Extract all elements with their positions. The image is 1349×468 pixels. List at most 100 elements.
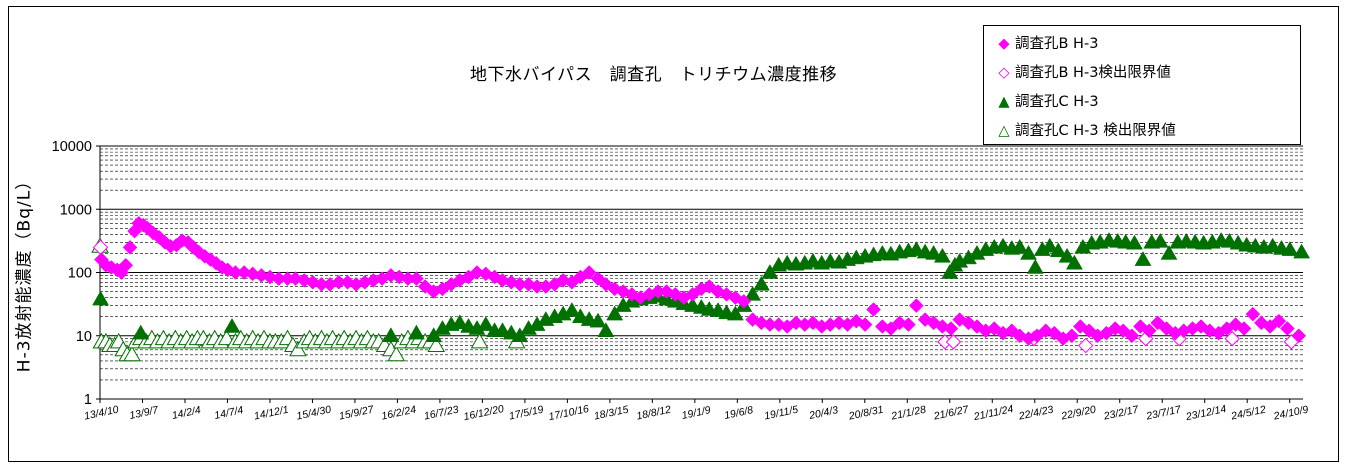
x-tick-label: 23/12/14 (1184, 403, 1228, 423)
triangle-marker (744, 285, 762, 301)
diamond-marker (118, 257, 134, 273)
y-tick-label: 1000 (60, 202, 92, 218)
diamond-marker (1224, 330, 1240, 347)
triangle-marker (925, 244, 943, 260)
triangle-marker (451, 314, 469, 330)
x-tick-label: 19/6/8 (723, 404, 754, 422)
legend-label-c: 調査孔C H-3 (1015, 94, 1099, 110)
diamond-marker (857, 317, 873, 332)
x-tick-label: 17/5/19 (508, 404, 545, 423)
triangle-marker (92, 290, 109, 306)
triangle-marker (1293, 243, 1311, 259)
triangle-marker (427, 336, 446, 353)
triangle-marker (217, 329, 236, 346)
x-tick-label: 21/11/24 (972, 403, 1015, 423)
diamond-marker (1064, 328, 1080, 344)
chart-title: 地下水バイパス 調査孔 トリチウム濃度推移 (470, 65, 838, 85)
diamond-marker (736, 293, 752, 309)
x-tick-label: 19/11/5 (763, 404, 799, 423)
triangle-marker (752, 275, 770, 291)
y-tick-labels: 1 10 100 1000 10000 (52, 139, 100, 408)
diamond-marker (1078, 337, 1094, 354)
diamond-marker (1245, 306, 1261, 322)
legend-item-c: ▲ 調査孔C H-3 (996, 90, 1099, 111)
x-tick-label: 22/9/20 (1059, 404, 1097, 423)
x-tick-label: 21/1/28 (889, 404, 927, 423)
diamond-marker (945, 334, 962, 350)
data-marks (91, 215, 1311, 362)
y-tick-label: 10000 (52, 139, 92, 155)
diamond-marker (1291, 328, 1307, 344)
x-tick-label: 15/9/27 (338, 403, 376, 422)
x-tick-label: 16/7/23 (423, 404, 460, 423)
diamond-filled-icon: ◆ (998, 36, 1010, 52)
triangle-marker (223, 318, 241, 333)
diamond-marker (409, 271, 424, 286)
x-tick-label: 24/5/12 (1229, 404, 1267, 423)
x-tick-label: 15/4/30 (295, 404, 332, 423)
triangle-marker (1126, 234, 1143, 250)
diamond-marker (883, 321, 899, 336)
legend-item-b: ◆ 調査孔B H-3 (996, 32, 1098, 53)
diamond-marker (1271, 313, 1287, 329)
legend-item-c-limit: △ 調査孔C H-3 検出限界値 (996, 119, 1176, 140)
triangle-marker (407, 324, 425, 340)
x-tick-label: 19/1/9 (681, 404, 712, 422)
x-tick-label: 18/8/12 (635, 404, 672, 423)
y-tick-label: 10 (76, 329, 92, 345)
diamond-marker (122, 239, 138, 255)
triangle-marker (1160, 244, 1178, 260)
x-tick-label: 22/4/23 (1017, 404, 1055, 423)
triangle-marker (1058, 247, 1076, 263)
triangle-marker (289, 340, 307, 357)
x-tick-label: 16/2/24 (380, 404, 417, 423)
x-tick-label: 23/2/17 (1102, 403, 1141, 422)
legend-item-b-limit: ◇ 調査孔B H-3検出限界値 (996, 61, 1171, 82)
x-tick-label: 21/6/27 (932, 403, 971, 422)
y-tick-label: 1 (84, 392, 92, 408)
y-axis-label: H-3放射能濃度（Bq/L） (14, 171, 35, 373)
triangle-marker (933, 247, 951, 263)
triangle-marker (1041, 237, 1059, 253)
diamond-marker (901, 317, 916, 332)
y-tick-label: 100 (68, 266, 92, 282)
grid-lines (99, 145, 1303, 400)
triangle-marker (477, 316, 495, 331)
x-tick-label: 23/7/17 (1144, 403, 1183, 422)
x-tick-labels: 13/4/10 13/9/7 14/2/4 14/7/4 14/12/1 15/4/30 1… (83, 399, 1310, 423)
triangle-marker (726, 305, 744, 321)
triangle-marker (387, 345, 406, 362)
x-tick-label: 20/4/3 (807, 404, 839, 422)
triangle-marker (1026, 258, 1044, 274)
diamond-open-icon: ◇ (998, 65, 1010, 81)
diamond-marker (1141, 323, 1157, 339)
triangle-marker (606, 305, 624, 321)
x-tick-label: 18/3/15 (593, 404, 630, 423)
x-tick-label: 20/8/31 (847, 404, 885, 423)
legend-label-b: 調査孔B H-3 (1015, 36, 1099, 52)
diamond-marker (866, 302, 881, 317)
triangle-marker (563, 302, 581, 317)
x-tick-label: 17/10/16 (548, 403, 591, 423)
diamond-marker (581, 265, 597, 280)
triangle-marker (123, 345, 141, 362)
diamond-marker (1150, 315, 1166, 331)
x-tick-label: 16/12/20 (463, 403, 506, 423)
triangle-marker (1281, 241, 1299, 256)
legend: ◆ 調査孔B H-3 ◇ 調査孔B H-3検出限界値 ▲ 調査孔C H-3 △ 調査孔C… (983, 25, 1301, 145)
x-tick-label: 14/2/4 (171, 404, 202, 422)
x-tick-label: 14/7/4 (213, 404, 244, 422)
diamond-marker (1124, 328, 1140, 344)
diamond-marker (469, 265, 485, 280)
triangle-filled-icon: ▲ (998, 94, 1010, 110)
diamond-marker (943, 321, 959, 336)
triangle-marker (589, 312, 607, 328)
legend-label-b-limit: 調査孔B H-3検出限界値 (1015, 65, 1171, 81)
legend-label-c-limit: 調査孔C H-3 検出限界値 (1015, 123, 1176, 139)
triangle-marker (597, 322, 615, 337)
triangle-marker (1011, 238, 1029, 254)
triangle-marker (1151, 232, 1169, 248)
triangle-marker (132, 324, 150, 340)
diamond-marker (1236, 321, 1252, 336)
